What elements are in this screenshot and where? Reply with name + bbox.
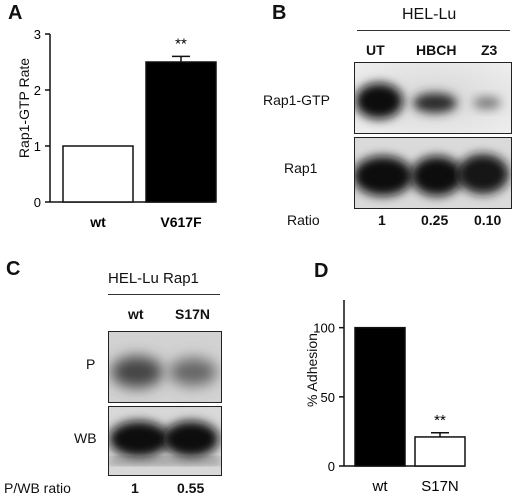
panel-c-header-line [108, 294, 220, 295]
panel-c-title: HEL-Lu Rap1 [108, 270, 199, 287]
ratio-value-z3: 0.10 [474, 212, 502, 228]
ratio-value-ut: 1 [378, 212, 386, 228]
ratio-label-c: P/WB ratio [4, 480, 71, 496]
western-blot-rap1-gtp [354, 62, 512, 134]
bar-wt [62, 145, 134, 203]
western-blot-rap1 [354, 137, 512, 209]
row-label-p: P [86, 356, 96, 372]
row-label-rap1-gtp: Rap1-GTP [263, 92, 330, 108]
row-label-wb: WB [74, 430, 97, 446]
y-tick-label: 3 [34, 27, 41, 42]
ratio-value-hbch: 0.25 [421, 212, 449, 228]
category-label: S17N [421, 478, 459, 495]
bar-wt [354, 326, 406, 467]
panel-d-letter: D [314, 260, 329, 282]
ratio-label-b: Ratio [287, 212, 320, 228]
panel-b-letter: B [272, 2, 287, 24]
lane-label-hbch: HBCH [416, 42, 457, 58]
y-tick-label: 50 [321, 390, 335, 405]
significance-label: ** [434, 412, 446, 429]
panel-a-letter: A [8, 2, 23, 24]
category-label: V617F [160, 214, 202, 230]
category-label: wt [89, 214, 106, 230]
lane-label-ut: UT [366, 42, 385, 58]
y-tick-label: 2 [34, 83, 41, 98]
y-tick-label: 0 [34, 195, 41, 210]
ratio-value-s17n: 0.55 [177, 480, 205, 496]
panel-c-letter: C [6, 258, 21, 280]
panel-b-cell-line: HEL-Lu [402, 6, 457, 23]
western-blot-p [108, 331, 222, 403]
y-tick-label: 1 [34, 139, 41, 154]
category-label: wt [372, 478, 389, 495]
bar-s17n [414, 436, 466, 467]
western-blot-wb [108, 406, 222, 476]
row-label-rap1: Rap1 [284, 160, 318, 176]
significance-label: ** [175, 35, 187, 52]
panel-b-header-line [357, 30, 510, 31]
chart-d: 0 50 100 wt ** S17N [313, 300, 466, 495]
lane-label-z3: Z3 [481, 42, 498, 58]
bar-v617f [145, 61, 217, 203]
ratio-value-wt: 1 [131, 480, 139, 496]
y-tick-label: 0 [328, 459, 335, 474]
lane-label-s17n: S17N [175, 306, 211, 322]
chart-a: 0 1 2 3 wt ** V617F [34, 27, 217, 230]
lane-label-wt: wt [128, 306, 144, 322]
y-tick-label: 100 [313, 321, 335, 336]
